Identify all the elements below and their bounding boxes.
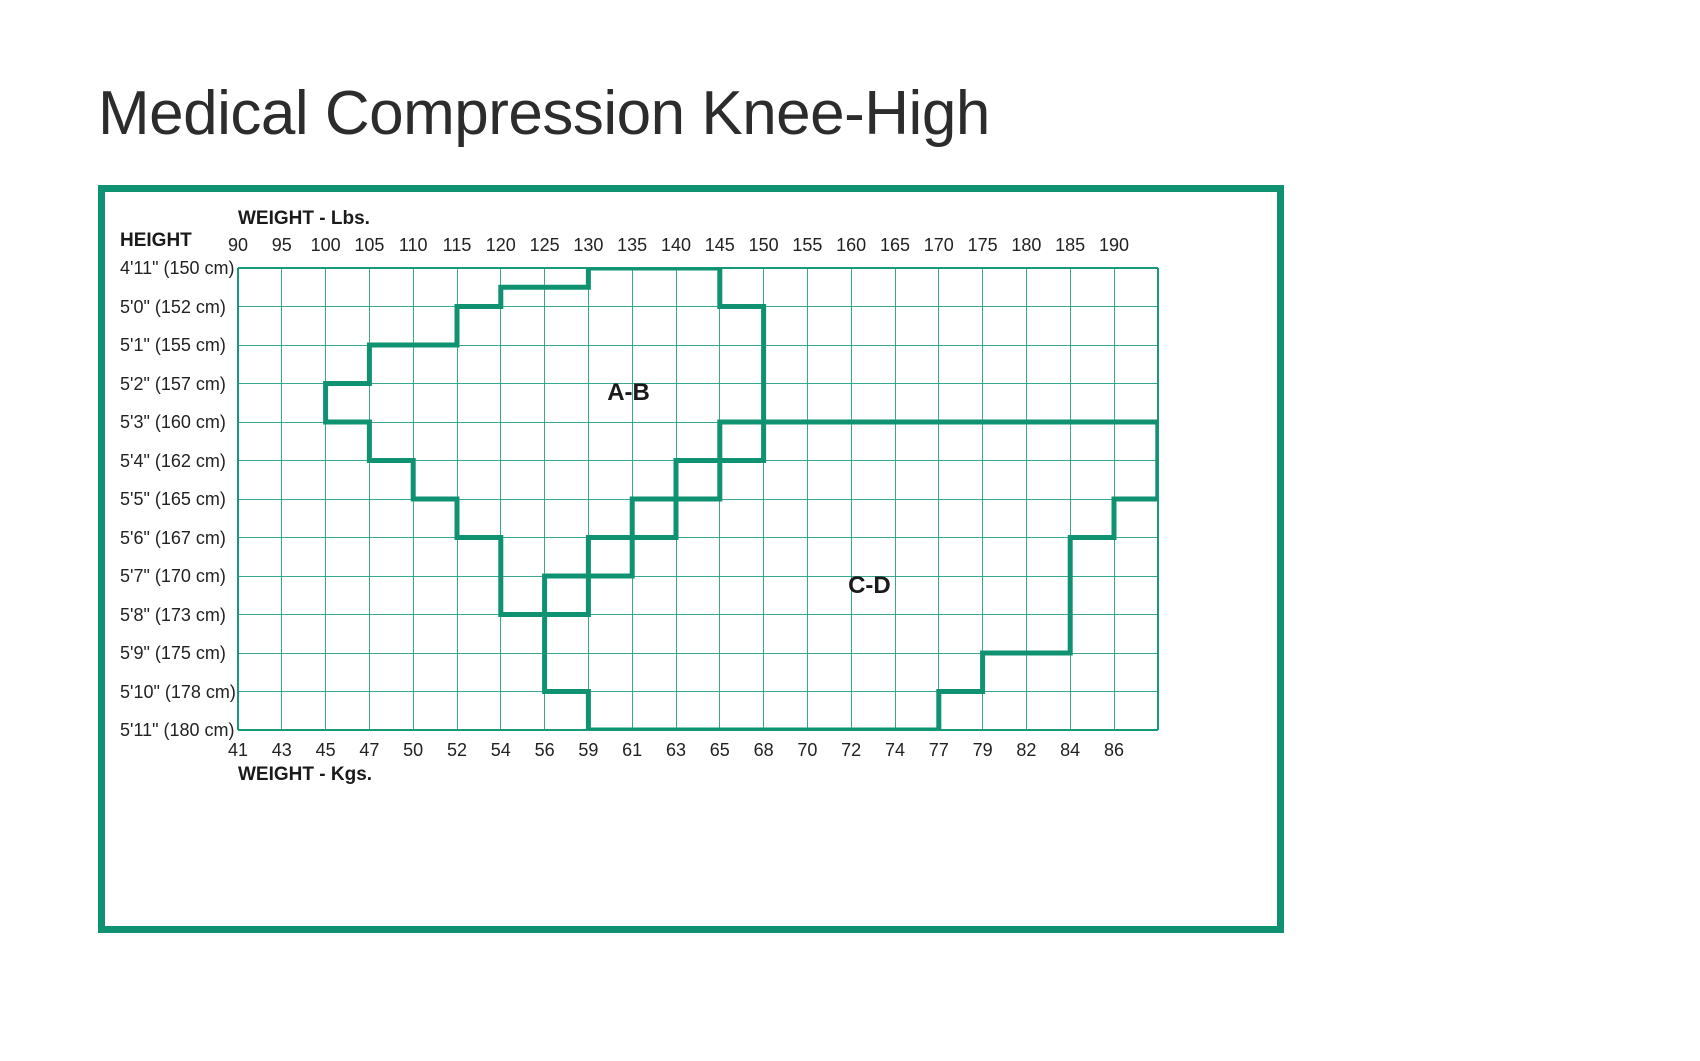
region-outlines — [238, 268, 1158, 730]
weight-lbs-tick: 115 — [433, 235, 481, 256]
weight-kgs-tick: 54 — [477, 740, 525, 761]
weight-kgs-tick: 79 — [959, 740, 1007, 761]
height-tick: 5'10" (178 cm) — [120, 682, 236, 703]
height-tick: 5'5" (165 cm) — [120, 489, 226, 510]
weight-lbs-axis-label: WEIGHT - Lbs. — [238, 208, 370, 230]
weight-kgs-tick: 50 — [389, 740, 437, 761]
weight-lbs-tick: 125 — [521, 235, 569, 256]
weight-lbs-tick: 150 — [740, 235, 788, 256]
weight-kgs-tick: 72 — [827, 740, 875, 761]
weight-lbs-tick: 175 — [959, 235, 1007, 256]
weight-lbs-tick: 155 — [783, 235, 831, 256]
height-tick: 5'3" (160 cm) — [120, 412, 226, 433]
weight-kgs-tick: 65 — [696, 740, 744, 761]
weight-kgs-tick: 74 — [871, 740, 919, 761]
weight-lbs-tick: 160 — [827, 235, 875, 256]
weight-lbs-tick: 130 — [564, 235, 612, 256]
height-tick: 5'6" (167 cm) — [120, 528, 226, 549]
page-title: Medical Compression Knee-High — [98, 78, 990, 149]
height-tick: 5'2" (157 cm) — [120, 374, 226, 395]
weight-lbs-tick: 145 — [696, 235, 744, 256]
weight-lbs-tick: 140 — [652, 235, 700, 256]
weight-kgs-tick: 86 — [1090, 740, 1138, 761]
weight-kgs-tick: 45 — [302, 740, 350, 761]
weight-kgs-tick: 61 — [608, 740, 656, 761]
height-axis-label: HEIGHT — [120, 230, 192, 252]
weight-lbs-tick: 110 — [389, 235, 437, 256]
weight-lbs-tick: 95 — [258, 235, 306, 256]
region-ab-outline — [326, 268, 764, 615]
weight-lbs-tick: 100 — [302, 235, 350, 256]
weight-kgs-tick: 82 — [1002, 740, 1050, 761]
height-tick: 5'7" (170 cm) — [120, 566, 226, 587]
weight-lbs-tick: 120 — [477, 235, 525, 256]
weight-lbs-tick: 170 — [915, 235, 963, 256]
weight-kgs-tick: 41 — [214, 740, 262, 761]
height-tick: 5'1" (155 cm) — [120, 335, 226, 356]
weight-kgs-tick: 70 — [783, 740, 831, 761]
weight-lbs-tick: 190 — [1090, 235, 1138, 256]
weight-lbs-tick: 165 — [871, 235, 919, 256]
weight-lbs-tick: 180 — [1002, 235, 1050, 256]
height-tick: 5'8" (173 cm) — [120, 605, 226, 626]
weight-kgs-tick: 84 — [1046, 740, 1094, 761]
weight-lbs-tick: 105 — [345, 235, 393, 256]
weight-lbs-tick: 135 — [608, 235, 656, 256]
page: Medical Compression Knee-High HEIGHT WEI… — [0, 0, 1700, 1061]
weight-kgs-tick: 63 — [652, 740, 700, 761]
height-tick: 5'0" (152 cm) — [120, 297, 226, 318]
region-ab-label: A-B — [607, 379, 650, 407]
weight-kgs-tick: 52 — [433, 740, 481, 761]
weight-kgs-tick: 47 — [345, 740, 393, 761]
height-tick: 5'4" (162 cm) — [120, 451, 226, 472]
weight-lbs-tick: 90 — [214, 235, 262, 256]
weight-kgs-axis-label: WEIGHT - Kgs. — [238, 764, 372, 786]
weight-kgs-tick: 68 — [740, 740, 788, 761]
weight-kgs-tick: 56 — [521, 740, 569, 761]
region-cd-label: C-D — [848, 572, 891, 600]
weight-kgs-tick: 43 — [258, 740, 306, 761]
sizing-chart-frame: HEIGHT WEIGHT - Lbs. WEIGHT - Kgs. A-B C… — [98, 185, 1284, 933]
weight-lbs-tick: 185 — [1046, 235, 1094, 256]
weight-kgs-tick: 77 — [915, 740, 963, 761]
grid — [238, 268, 1158, 730]
weight-kgs-tick: 59 — [564, 740, 612, 761]
sizing-chart: HEIGHT WEIGHT - Lbs. WEIGHT - Kgs. A-B C… — [105, 192, 1277, 926]
height-tick: 5'9" (175 cm) — [120, 643, 226, 664]
height-tick: 5'11" (180 cm) — [120, 720, 235, 741]
height-tick: 4'11" (150 cm) — [120, 258, 235, 279]
